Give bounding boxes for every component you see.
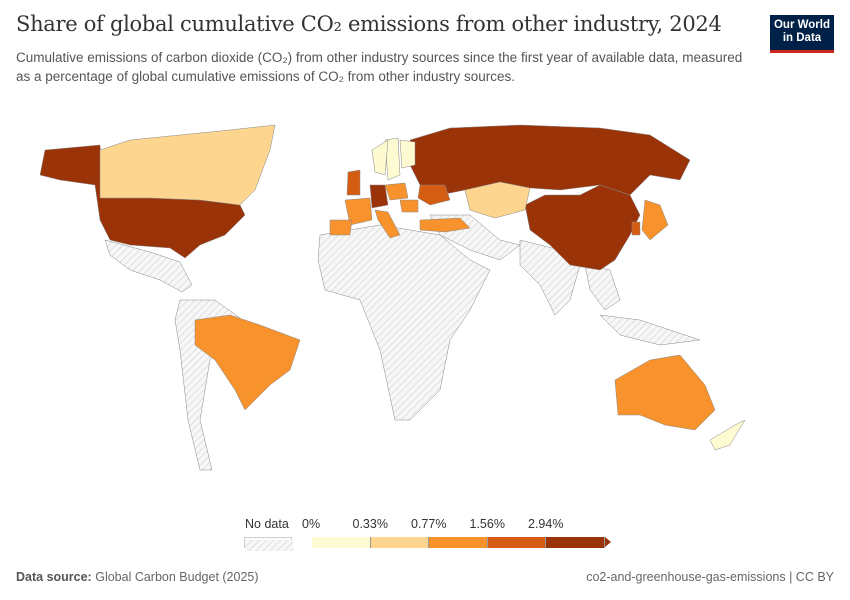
owid-logo[interactable]: Our World in Data — [770, 15, 834, 53]
country-poland[interactable] — [384, 182, 409, 201]
country-canada[interactable] — [99, 124, 276, 206]
footer-slug-license[interactable]: co2-and-greenhouse-gas-emissions | CC BY — [586, 570, 834, 584]
country-ukraine[interactable] — [417, 184, 451, 206]
country-romania[interactable] — [399, 199, 419, 213]
legend-tick-label: 1.56% — [469, 517, 505, 531]
legend-no-data-swatch — [244, 537, 293, 551]
legend-tick-label: 0.33% — [352, 517, 388, 531]
country-france[interactable] — [344, 197, 373, 226]
country-kazakhstan[interactable] — [464, 181, 531, 219]
country-no-data[interactable] — [104, 239, 193, 293]
country-brazil[interactable] — [194, 314, 301, 411]
source-link[interactable]: Global Carbon Budget (2025) — [95, 570, 259, 584]
country-spain[interactable] — [329, 219, 353, 236]
country-no-data[interactable] — [584, 264, 621, 311]
legend: No data 0% 0.33% 0.77% 1.56% 2.94% — [240, 515, 620, 555]
legend-bin-0[interactable] — [312, 537, 371, 548]
legend-bin-3[interactable] — [487, 537, 546, 548]
page-title: Share of global cumulative CO₂ emissions… — [16, 12, 722, 36]
country-no-data[interactable] — [317, 224, 491, 421]
country-no-data[interactable] — [599, 314, 701, 346]
country-china[interactable] — [524, 184, 641, 271]
legend-tick-label: 2.94% — [528, 517, 564, 531]
subtitle: Cumulative emissions of carbon dioxide (… — [16, 50, 743, 84]
country-japan[interactable] — [641, 199, 669, 241]
legend-no-data-label: No data — [245, 517, 289, 531]
country-no-data[interactable] — [174, 299, 241, 471]
legend-bin-4[interactable] — [546, 537, 605, 548]
country-australia[interactable] — [614, 354, 716, 431]
country-turkey[interactable] — [419, 217, 471, 233]
country-germany[interactable] — [369, 184, 389, 209]
country-south-korea[interactable] — [631, 221, 641, 236]
country-finland[interactable] — [399, 139, 416, 169]
country-new-zealand[interactable] — [709, 419, 746, 451]
country-italy[interactable] — [374, 209, 401, 239]
legend-tick-label: 0% — [302, 517, 321, 531]
data-source: Data source: Global Carbon Budget (2025) — [16, 570, 259, 584]
legend-tick-label: 0.77% — [411, 517, 447, 531]
source-label: Data source: — [16, 570, 92, 584]
country-sweden[interactable] — [384, 137, 401, 181]
world-map — [39, 124, 746, 471]
legend-arrow — [604, 537, 611, 547]
country-norway[interactable] — [371, 139, 389, 176]
country-russia[interactable] — [409, 124, 691, 196]
legend-bin-2[interactable] — [429, 537, 488, 548]
country-united-kingdom[interactable] — [346, 169, 361, 196]
legend-bin-1[interactable] — [370, 537, 429, 548]
